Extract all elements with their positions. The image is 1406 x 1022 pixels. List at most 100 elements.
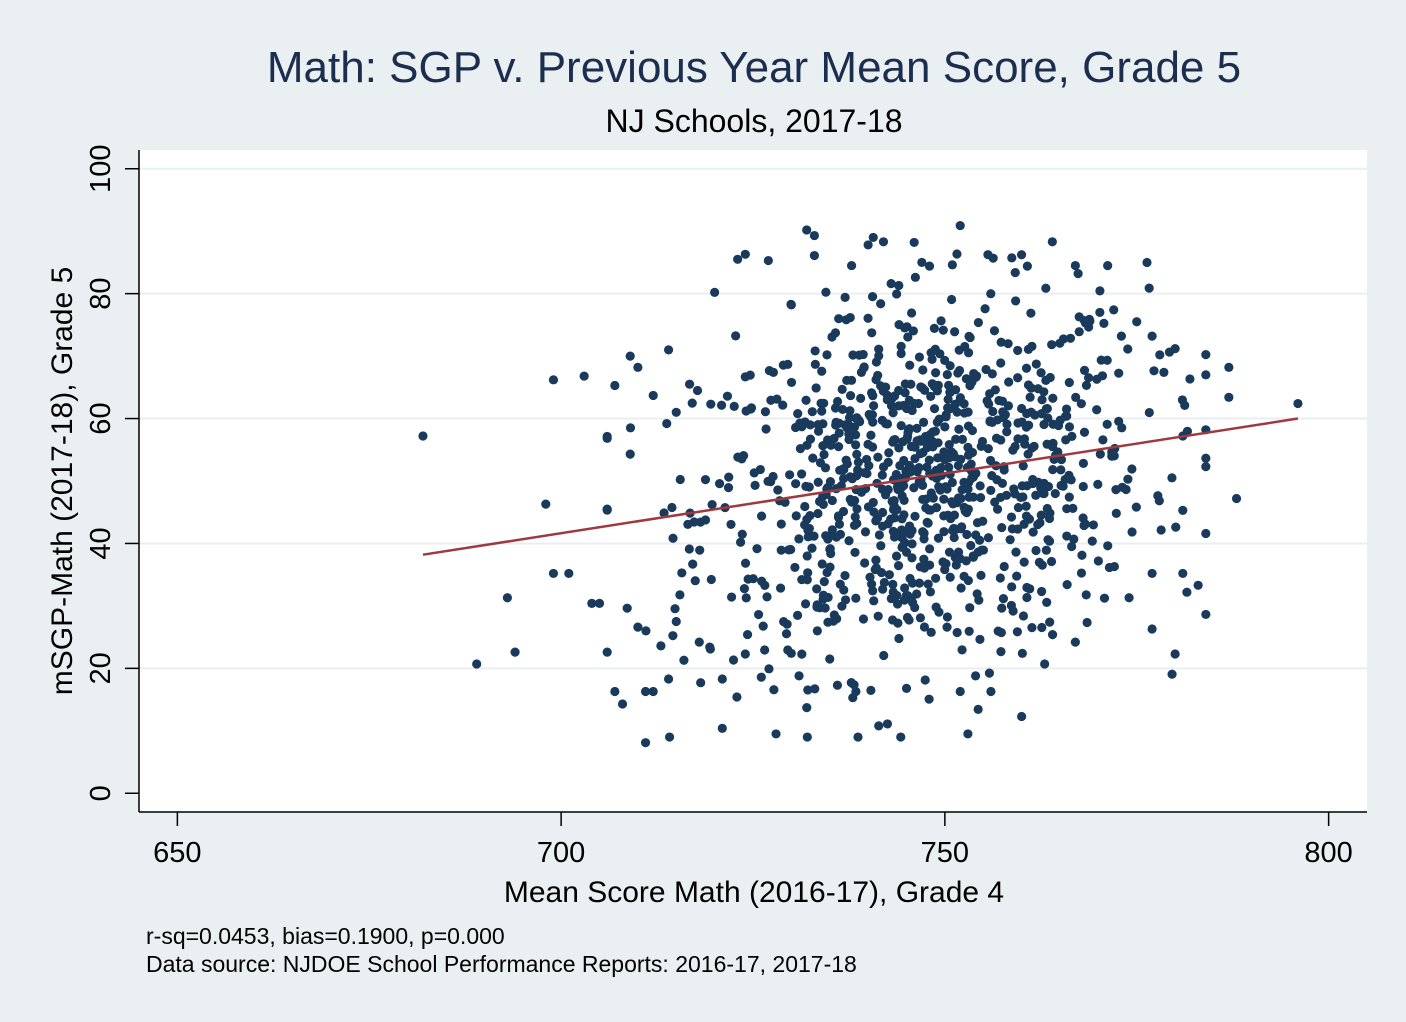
data-point	[1099, 593, 1110, 603]
data-point	[892, 289, 902, 299]
data-point	[985, 389, 995, 399]
data-point	[975, 481, 985, 491]
data-point	[866, 430, 876, 440]
data-point	[1074, 312, 1084, 322]
data-point	[988, 406, 998, 417]
data-point	[1056, 454, 1067, 465]
data-point	[896, 341, 906, 352]
chart-title: Math: SGP v. Previous Year Mean Score, G…	[267, 43, 1241, 92]
data-point	[927, 354, 937, 364]
data-point	[879, 650, 889, 661]
data-point	[957, 485, 967, 495]
data-point	[1037, 586, 1047, 597]
data-point	[955, 220, 965, 231]
data-point	[891, 551, 902, 561]
data-point	[871, 563, 881, 573]
data-point	[943, 394, 953, 405]
data-point	[864, 409, 874, 420]
data-point	[826, 548, 836, 559]
data-point	[886, 279, 896, 289]
data-point	[929, 381, 939, 392]
data-point	[602, 647, 612, 657]
data-point	[738, 451, 749, 461]
data-point	[973, 317, 983, 328]
data-point	[823, 592, 833, 603]
data-point	[882, 419, 893, 429]
data-point	[866, 388, 877, 398]
source-note: Data source: NJDOE School Performance Re…	[146, 951, 857, 977]
data-point	[1017, 711, 1027, 722]
data-point	[735, 537, 746, 547]
data-point	[786, 544, 796, 555]
data-point	[978, 545, 988, 555]
data-point	[853, 457, 864, 467]
data-point	[963, 729, 973, 739]
data-point	[1132, 317, 1142, 327]
data-point	[1076, 568, 1087, 578]
data-point	[760, 407, 771, 417]
data-point	[1087, 536, 1097, 546]
data-point	[962, 529, 972, 540]
data-point	[1017, 648, 1027, 658]
data-point	[825, 654, 835, 664]
data-point	[897, 533, 907, 543]
data-point	[933, 453, 943, 463]
data-point	[880, 382, 891, 392]
data-point	[795, 444, 806, 454]
data-point	[1104, 562, 1115, 573]
data-point	[812, 584, 822, 594]
data-point	[677, 568, 687, 578]
data-point	[1111, 508, 1121, 518]
data-point	[1047, 237, 1057, 247]
data-point	[731, 331, 741, 341]
data-point	[1070, 260, 1080, 271]
data-point	[829, 610, 839, 620]
data-point	[991, 433, 1002, 443]
data-point	[1073, 268, 1083, 279]
data-point	[1027, 443, 1037, 453]
data-point	[919, 528, 929, 538]
data-point	[1201, 453, 1211, 463]
data-point	[1092, 405, 1102, 415]
data-point	[844, 434, 854, 445]
x-tick-label: 800	[1304, 837, 1352, 869]
data-point	[926, 627, 936, 637]
data-point	[933, 533, 944, 543]
data-point	[912, 423, 922, 433]
data-point	[1048, 465, 1058, 475]
data-point	[690, 576, 700, 586]
data-point	[1045, 372, 1055, 383]
data-point	[871, 555, 881, 565]
data-point	[1012, 627, 1022, 637]
data-point	[548, 568, 559, 579]
data-point	[1155, 350, 1165, 360]
data-point	[984, 668, 995, 678]
data-point	[984, 399, 994, 409]
data-point	[980, 304, 990, 314]
data-point	[1018, 611, 1029, 621]
data-point	[947, 294, 957, 305]
data-point	[1022, 592, 1032, 603]
data-point	[1064, 422, 1075, 432]
data-point	[1064, 470, 1074, 480]
data-point	[732, 692, 742, 702]
data-point	[948, 525, 958, 536]
data-point	[833, 441, 844, 452]
data-point	[1071, 392, 1081, 403]
data-point	[973, 704, 983, 714]
data-point	[1159, 367, 1169, 378]
y-axis-label: mSGP-Math (2017-18), Grade 5	[46, 267, 79, 696]
y-tick-label: 100	[85, 145, 117, 193]
data-point	[726, 519, 736, 530]
data-point	[996, 337, 1006, 347]
data-point	[936, 316, 946, 326]
data-point	[959, 502, 969, 512]
data-point	[976, 570, 986, 580]
data-point	[926, 391, 936, 402]
data-point	[1013, 373, 1023, 383]
data-point	[914, 578, 925, 588]
data-point	[975, 634, 985, 645]
data-point	[950, 327, 960, 337]
data-point	[800, 417, 810, 427]
